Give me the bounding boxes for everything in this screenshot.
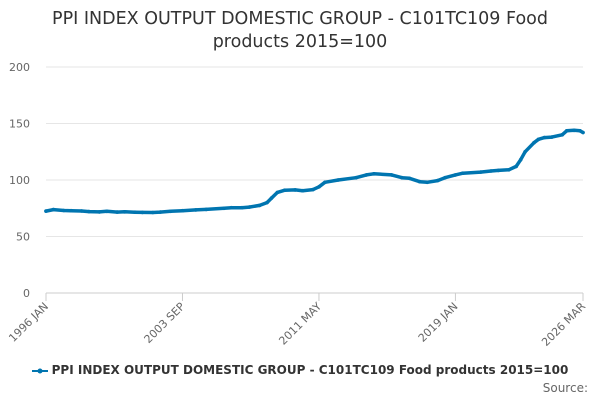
data-point[interactable] bbox=[581, 130, 585, 135]
data-point[interactable] bbox=[269, 196, 274, 200]
data-point[interactable] bbox=[407, 176, 412, 181]
data-point[interactable] bbox=[168, 209, 173, 214]
x-tick-label: 2011 MAY bbox=[276, 300, 324, 348]
y-tick-label: 150 bbox=[9, 118, 30, 131]
series-line[interactable] bbox=[44, 128, 585, 215]
data-point[interactable] bbox=[87, 209, 91, 214]
data-point[interactable] bbox=[122, 210, 127, 214]
data-point[interactable] bbox=[536, 137, 541, 142]
data-point[interactable] bbox=[133, 210, 137, 214]
series-group bbox=[44, 128, 585, 215]
data-point[interactable] bbox=[275, 190, 280, 195]
data-point[interactable] bbox=[51, 207, 56, 212]
data-point[interactable] bbox=[151, 210, 155, 215]
data-point[interactable] bbox=[560, 133, 564, 137]
data-point[interactable] bbox=[578, 129, 582, 133]
data-point[interactable] bbox=[204, 207, 208, 212]
data-point[interactable] bbox=[354, 175, 358, 180]
data-point[interactable] bbox=[336, 178, 341, 182]
source-credit[interactable]: Source: bbox=[542, 381, 588, 395]
data-point[interactable] bbox=[265, 200, 269, 205]
data-point[interactable] bbox=[425, 180, 430, 185]
data-point[interactable] bbox=[105, 209, 109, 214]
y-tick-label: 200 bbox=[9, 61, 30, 74]
data-point[interactable] bbox=[400, 175, 404, 180]
data-point[interactable] bbox=[523, 150, 527, 154]
data-point[interactable] bbox=[222, 206, 226, 211]
data-point[interactable] bbox=[518, 157, 523, 162]
data-point[interactable] bbox=[496, 168, 501, 173]
data-point[interactable] bbox=[79, 209, 84, 213]
data-point[interactable] bbox=[283, 188, 287, 192]
y-tick-label: 100 bbox=[9, 174, 30, 187]
data-point[interactable] bbox=[461, 171, 465, 175]
y-tick-label: 50 bbox=[16, 231, 30, 244]
legend-label: PPI INDEX OUTPUT DOMESTIC GROUP - C101TC… bbox=[51, 363, 569, 377]
data-point[interactable] bbox=[317, 185, 321, 189]
y-tick-label: 0 bbox=[23, 287, 30, 300]
x-tick-label: 2026 MAR bbox=[539, 300, 588, 349]
data-point[interactable] bbox=[478, 170, 483, 174]
x-tick-label: 2019 JAN bbox=[416, 300, 461, 345]
data-point[interactable] bbox=[572, 128, 576, 133]
data-point[interactable] bbox=[453, 173, 458, 177]
data-point[interactable] bbox=[550, 135, 554, 139]
data-point[interactable] bbox=[62, 208, 66, 213]
data-point[interactable] bbox=[532, 140, 536, 145]
data-point[interactable] bbox=[115, 210, 119, 214]
data-point[interactable] bbox=[418, 179, 422, 184]
data-point[interactable] bbox=[247, 205, 251, 209]
x-tick-label: 1996 JAN bbox=[6, 300, 51, 345]
data-point[interactable] bbox=[240, 205, 244, 210]
legend[interactable]: PPI INDEX OUTPUT DOMESTIC GROUP - C101TC… bbox=[0, 363, 600, 377]
data-point[interactable] bbox=[564, 129, 569, 133]
data-point[interactable] bbox=[489, 169, 493, 173]
data-point[interactable] bbox=[158, 210, 162, 214]
data-point[interactable] bbox=[69, 208, 73, 213]
data-point[interactable] bbox=[372, 172, 376, 176]
x-axis: 1996 JAN 2003 SEP 2011 MAY 2019 JAN 2026 MAR bbox=[6, 292, 588, 349]
data-point[interactable] bbox=[140, 210, 145, 215]
data-point[interactable] bbox=[229, 205, 234, 210]
data-point[interactable] bbox=[514, 164, 518, 169]
data-point[interactable] bbox=[323, 180, 327, 185]
data-point[interactable] bbox=[97, 210, 102, 214]
data-point[interactable] bbox=[257, 203, 262, 208]
data-point[interactable] bbox=[44, 209, 48, 213]
data-point[interactable] bbox=[364, 173, 369, 177]
data-point[interactable] bbox=[389, 173, 394, 177]
data-point[interactable] bbox=[194, 208, 198, 212]
chart-title: PPI INDEX OUTPUT DOMESTIC GROUP - C101TC… bbox=[52, 9, 548, 52]
data-point[interactable] bbox=[180, 208, 185, 213]
data-point[interactable] bbox=[542, 135, 547, 140]
legend-line-icon bbox=[31, 368, 48, 373]
data-point[interactable] bbox=[300, 188, 305, 193]
y-axis: 0 50 100 150 200 bbox=[9, 61, 30, 300]
data-point[interactable] bbox=[293, 188, 298, 192]
data-point[interactable] bbox=[311, 187, 315, 192]
x-tick-label: 2003 SEP bbox=[142, 300, 188, 346]
data-point[interactable] bbox=[443, 175, 447, 180]
data-point[interactable] bbox=[507, 168, 511, 172]
gridlines bbox=[46, 66, 583, 294]
data-point[interactable] bbox=[435, 178, 440, 183]
